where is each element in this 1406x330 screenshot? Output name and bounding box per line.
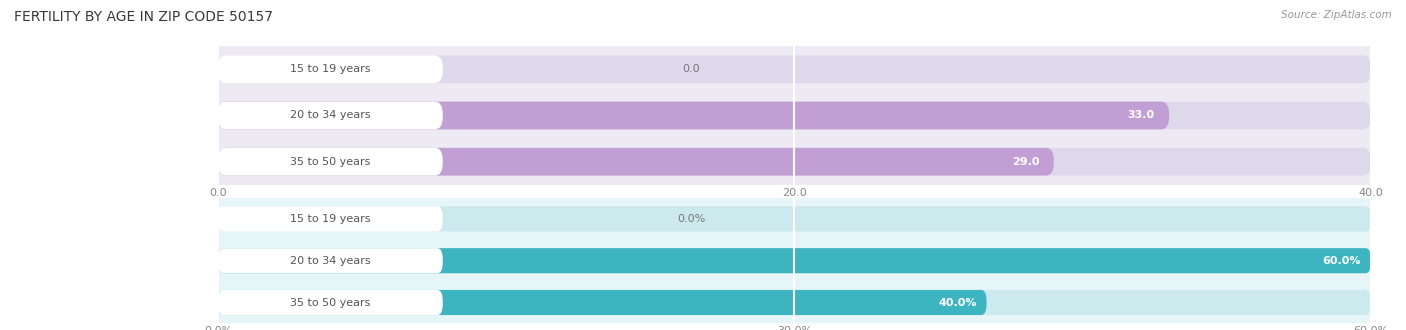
- FancyBboxPatch shape: [218, 148, 1054, 176]
- FancyBboxPatch shape: [218, 102, 443, 129]
- Text: 15 to 19 years: 15 to 19 years: [290, 214, 371, 224]
- FancyBboxPatch shape: [218, 148, 443, 176]
- Text: 60.0%: 60.0%: [1323, 256, 1361, 266]
- FancyBboxPatch shape: [218, 206, 1371, 231]
- Text: 20 to 34 years: 20 to 34 years: [290, 111, 371, 120]
- Text: 35 to 50 years: 35 to 50 years: [290, 157, 371, 167]
- Text: 29.0: 29.0: [1012, 157, 1039, 167]
- FancyBboxPatch shape: [218, 248, 1371, 273]
- FancyBboxPatch shape: [218, 102, 1170, 129]
- Text: 35 to 50 years: 35 to 50 years: [290, 298, 371, 308]
- Text: 40.0%: 40.0%: [938, 298, 977, 308]
- Text: 33.0: 33.0: [1128, 111, 1154, 120]
- Text: FERTILITY BY AGE IN ZIP CODE 50157: FERTILITY BY AGE IN ZIP CODE 50157: [14, 10, 273, 24]
- Text: 15 to 19 years: 15 to 19 years: [290, 64, 371, 74]
- FancyBboxPatch shape: [218, 206, 443, 231]
- FancyBboxPatch shape: [218, 290, 1371, 315]
- FancyBboxPatch shape: [218, 248, 443, 273]
- FancyBboxPatch shape: [218, 102, 1371, 129]
- Text: Source: ZipAtlas.com: Source: ZipAtlas.com: [1281, 10, 1392, 20]
- Text: 0.0%: 0.0%: [678, 214, 706, 224]
- Text: 0.0: 0.0: [682, 64, 700, 74]
- FancyBboxPatch shape: [218, 55, 443, 83]
- FancyBboxPatch shape: [218, 248, 1371, 273]
- FancyBboxPatch shape: [218, 148, 1371, 176]
- FancyBboxPatch shape: [218, 55, 1371, 83]
- FancyBboxPatch shape: [218, 290, 987, 315]
- FancyBboxPatch shape: [218, 290, 443, 315]
- Text: 20 to 34 years: 20 to 34 years: [290, 256, 371, 266]
